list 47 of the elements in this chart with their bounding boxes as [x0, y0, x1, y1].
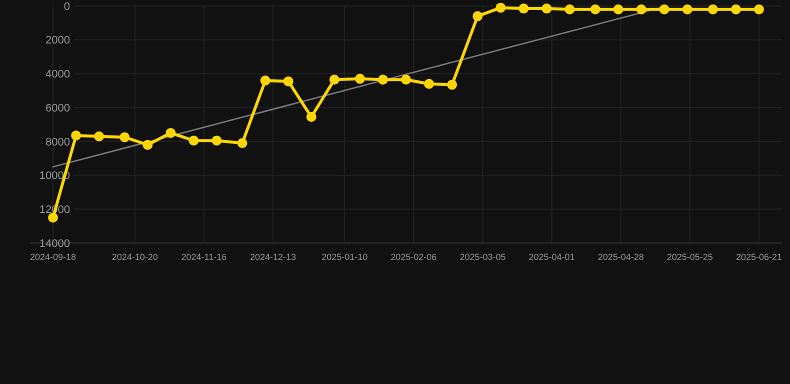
x-tick-label: 2024-09-18: [30, 252, 76, 262]
x-tick-label: 2024-10-20: [112, 252, 158, 262]
point: [401, 74, 411, 85]
point: [142, 140, 153, 150]
point: [120, 132, 130, 142]
point: [237, 138, 248, 148]
point: [496, 2, 506, 13]
x-tick-label: 2025-01-10: [322, 252, 368, 262]
y-tick-label: 0: [64, 0, 70, 13]
y-tick-label: 4000: [46, 68, 70, 81]
point: [754, 4, 764, 14]
x-tick-label: 2025-06-21: [736, 252, 782, 262]
x-tick-label: 2025-05-25: [666, 252, 713, 262]
point: [659, 4, 670, 14]
point: [166, 128, 176, 138]
point: [94, 131, 104, 142]
point: [306, 112, 316, 122]
point: [590, 4, 600, 14]
x-tick-label: 2024-12-13: [250, 252, 296, 262]
x-tick-label: 2025-04-01: [528, 252, 575, 262]
point: [730, 4, 741, 14]
point: [613, 4, 624, 14]
point: [564, 4, 575, 14]
y-tick-label: 2000: [46, 34, 70, 47]
point: [472, 11, 483, 22]
x-tick-label: 2025-04-28: [598, 252, 644, 262]
point: [682, 4, 692, 14]
point: [378, 74, 388, 85]
y-tick-label: 14000: [39, 238, 70, 250]
point: [260, 75, 270, 86]
point: [542, 4, 552, 14]
x-tick-label: 2024-11-16: [181, 252, 227, 262]
y-tick-label: 8000: [46, 136, 70, 148]
x-tick-label: 2025-03-05: [460, 252, 506, 262]
point: [283, 76, 294, 86]
point: [447, 80, 458, 90]
x-tick-label: 2025-02-06: [390, 252, 437, 262]
y-tick-label: 6000: [46, 102, 70, 114]
point: [212, 136, 222, 146]
point: [188, 136, 199, 146]
point: [636, 4, 646, 14]
point: [708, 4, 718, 14]
point: [329, 74, 340, 85]
point: [354, 74, 365, 84]
point: [424, 78, 434, 89]
point: [71, 130, 82, 141]
point: [518, 4, 529, 14]
